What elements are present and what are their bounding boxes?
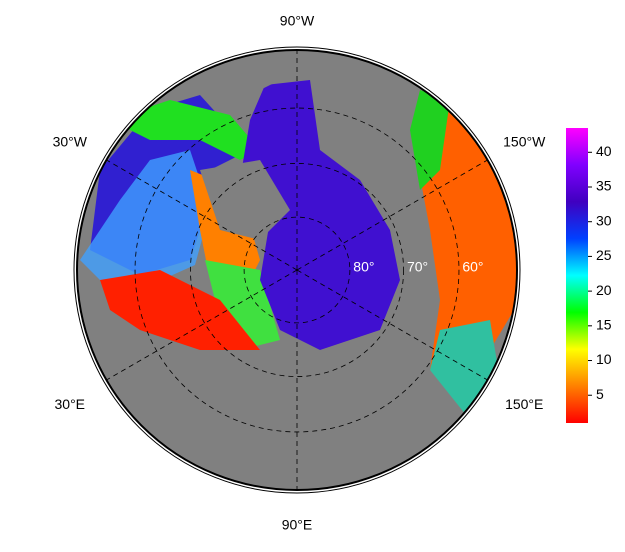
longitude-label: 90°W: [280, 13, 315, 29]
parallel: [190, 163, 404, 377]
colorbar-tick-label: 15: [596, 317, 612, 333]
map-border-outer: [73, 46, 521, 494]
meridian: [106, 269, 298, 381]
colorbar-tick-label: 20: [596, 282, 612, 298]
colorbar: [566, 128, 588, 423]
meridian: [296, 159, 488, 271]
longitude-label: 90°E: [282, 517, 313, 533]
colorbar-tick-label: 5: [596, 386, 604, 402]
field: [80, 150, 210, 285]
field: [110, 100, 260, 160]
latitude-label: 80°: [353, 259, 374, 275]
field: [240, 80, 400, 350]
labels: 80° 70° 60° 50° 90°W 30°W 150°W 30°E 150°E 90°E: [53, 13, 547, 533]
colorbar-tick-label: 40: [596, 143, 612, 159]
meridian: [106, 159, 298, 271]
latitude-label: 70°: [407, 259, 428, 275]
land: [170, 50, 300, 90]
map-disc: [77, 50, 517, 490]
colorbar-tick-label: 35: [596, 178, 612, 194]
longitude-label: 150°W: [503, 134, 546, 150]
longitude-label: 150°E: [505, 396, 543, 412]
colorbar-ticks: 5 10 15 20 25 30 35 40: [588, 143, 612, 402]
meridian: [296, 269, 488, 381]
longitude-label: 30°E: [55, 396, 86, 412]
field: [100, 270, 260, 350]
colorbar-tick-label: 10: [596, 351, 612, 367]
colorbar-tick-label: 25: [596, 247, 612, 263]
longitude-label: 30°W: [53, 134, 88, 150]
land: [200, 160, 290, 240]
graticule: [77, 50, 517, 490]
parallel: [134, 107, 460, 433]
latitude-label: 50°: [520, 259, 541, 275]
map-border: [76, 49, 518, 491]
colorbar-tick-label: 30: [596, 212, 612, 228]
latitude-label: 60°: [462, 259, 483, 275]
parallel: [243, 216, 351, 324]
